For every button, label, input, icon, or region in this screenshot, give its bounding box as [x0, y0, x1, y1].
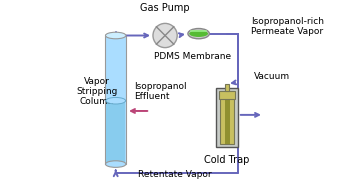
FancyBboxPatch shape	[219, 91, 235, 99]
Ellipse shape	[189, 30, 208, 37]
Ellipse shape	[106, 98, 126, 104]
Text: Retentate Vapor: Retentate Vapor	[138, 170, 211, 179]
Text: PDMS Membrane: PDMS Membrane	[154, 52, 231, 61]
Ellipse shape	[188, 29, 210, 39]
Text: Gas Pump: Gas Pump	[140, 3, 190, 13]
Text: Vacuum: Vacuum	[253, 72, 290, 81]
FancyBboxPatch shape	[225, 91, 230, 144]
Ellipse shape	[105, 32, 126, 39]
Text: Vapor
Stripping
Column: Vapor Stripping Column	[76, 77, 118, 106]
Circle shape	[153, 23, 177, 48]
FancyBboxPatch shape	[220, 91, 234, 144]
Text: Cold Trap: Cold Trap	[204, 155, 250, 165]
FancyBboxPatch shape	[225, 84, 229, 91]
Text: Isopropanol-rich
Permeate Vapor: Isopropanol-rich Permeate Vapor	[251, 17, 324, 36]
FancyBboxPatch shape	[105, 36, 126, 164]
Ellipse shape	[105, 161, 126, 167]
Text: Isopropanol
Effluent: Isopropanol Effluent	[134, 82, 187, 101]
FancyBboxPatch shape	[106, 101, 125, 163]
FancyBboxPatch shape	[216, 88, 238, 147]
